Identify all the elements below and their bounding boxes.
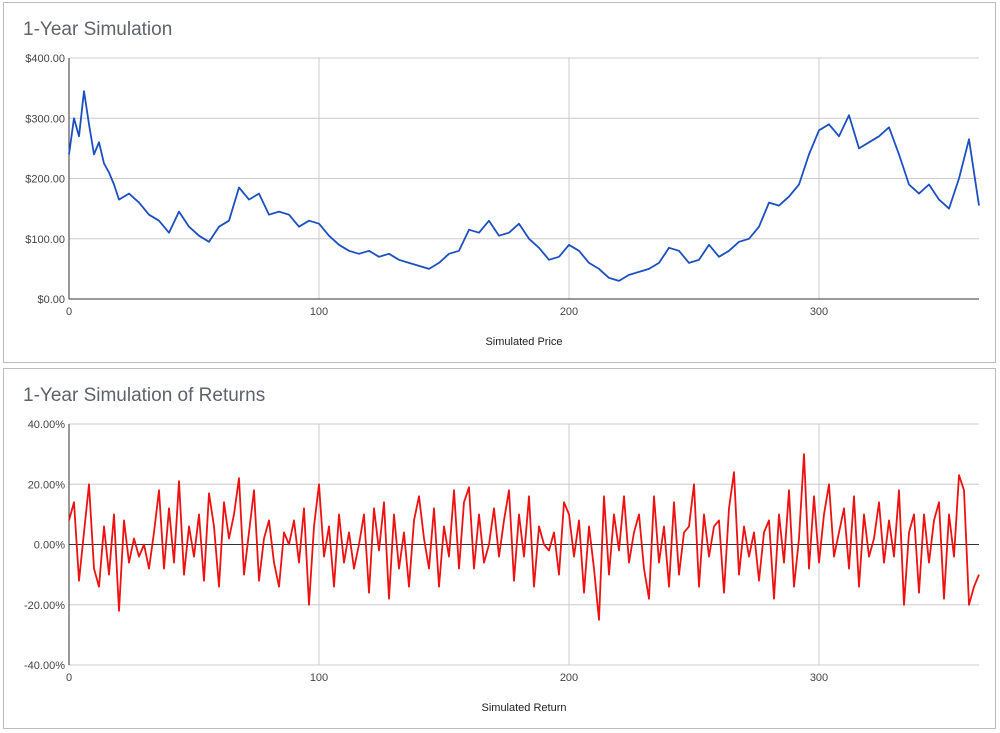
price-chart-panel: 1-Year Simulation $0.00 $100.00 $200.00 $30… [3,2,996,363]
y-tick-label: $200.00 [25,174,65,186]
returns-chart: -40.00% -20.00% 0.00% 20.00% 40.00% 0 100 200 30… [24,419,980,714]
y-tick-label: 0.00% [34,540,65,552]
y-tick-label: $400.00 [25,53,65,65]
returns-chart-panel: 1-Year Simulation of Returns -40.00% -20.… [3,368,996,729]
x-tick-label: 200 [560,306,578,318]
x-tick-label: 300 [810,672,828,684]
y-tick-label: -20.00% [24,600,65,612]
y-tick-label: $0.00 [37,294,65,306]
x-axis-label: Simulated Return [482,702,567,714]
series-line [68,453,980,621]
y-tick-label: $300.00 [25,113,65,125]
price-chart: $0.00 $100.00 $200.00 $300.00 $400.00 0 100 200… [25,53,980,348]
returns-chart-title: 1-Year Simulation of Returns [23,385,266,406]
y-tick-label: 40.00% [28,419,66,431]
x-tick-label: 300 [810,306,828,318]
y-tick-label: 20.00% [28,479,66,491]
x-tick-label: 0 [66,672,72,684]
price-chart-title: 1-Year Simulation [23,19,173,40]
y-tick-label: -40.00% [24,660,65,672]
x-tick-label: 0 [66,306,72,318]
y-tick-label: $100.00 [25,234,65,246]
x-tick-label: 100 [310,672,328,684]
x-tick-label: 200 [560,672,578,684]
x-axis-label: Simulated Price [485,336,562,348]
x-tick-label: 100 [310,306,328,318]
series-line [68,90,980,282]
